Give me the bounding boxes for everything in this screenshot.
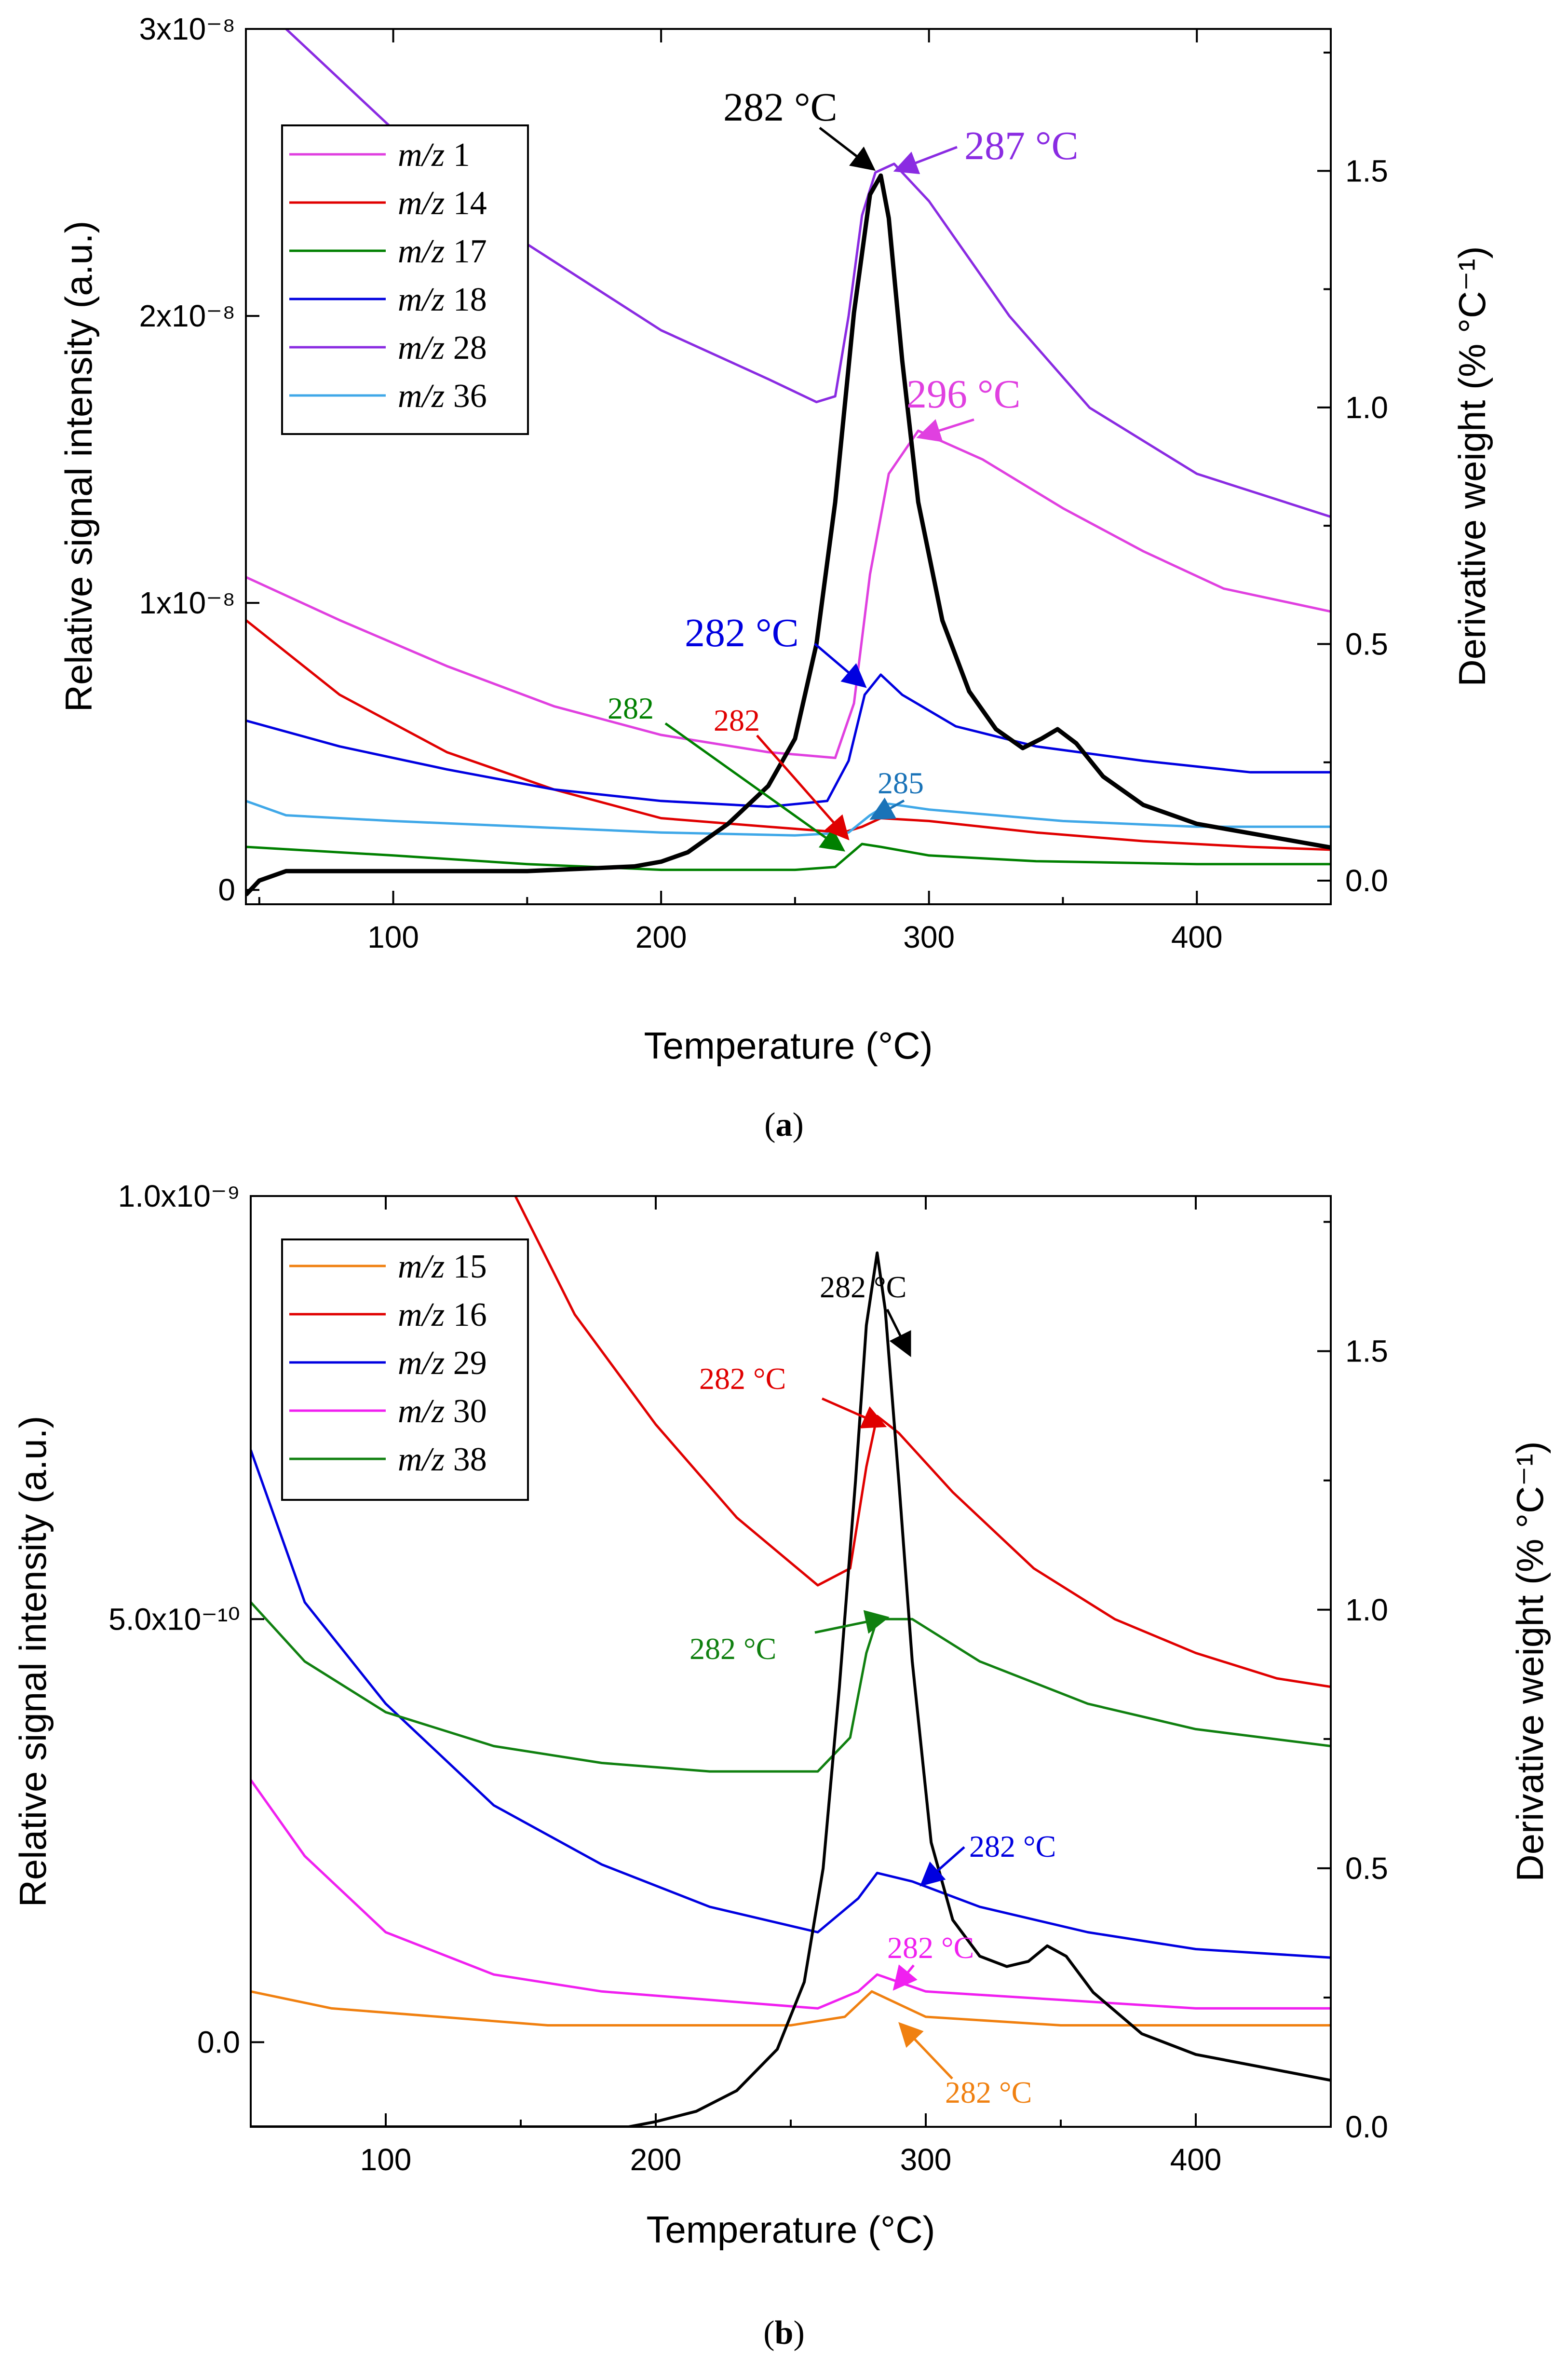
panel-a-series-mz-18-line xyxy=(246,673,1331,808)
panel-b-annotations: 282 °C 282 °C 282 °C 282 °C 282 °C 282 °… xyxy=(689,1270,1056,2109)
panel-b-series-mz-38-line xyxy=(251,1601,1331,1773)
panel-a-annotation-red: 282 xyxy=(714,703,760,737)
panel-a-caption: (a) xyxy=(764,1106,804,1143)
panel-b-legend-label-mz-15: m/z 15 xyxy=(398,1248,487,1285)
panel-a-legend-label-mz-17: m/z 17 xyxy=(398,233,487,270)
panel-b-x-tick-label: 200 xyxy=(630,2142,682,2177)
panel-a-y2-tick-label: 0.5 xyxy=(1345,626,1388,661)
panel-a-legend-box xyxy=(281,124,529,435)
panel-a-chart: 100 200 300 400 0 1x10⁻⁸ 2x10⁻⁸ 3x10⁻⁸ 0.0 0.5 1.0… xyxy=(57,12,1493,1143)
panel-a-y-tick-label: 3x10⁻⁸ xyxy=(139,12,235,46)
panel-a-annotations: 282 °C 287 °C 296 °C 282 °C 282 282 285 xyxy=(608,85,1079,852)
panel-a-legend: m/z 1 m/z 14 m/z 17 m/z 18 m/z 28 m/z 36 xyxy=(281,124,529,435)
panel-b-y-axis-label: Relative signal intensity (a.u.) xyxy=(12,1416,54,1907)
panel-a-annotation-black: 282 °C xyxy=(723,85,838,130)
panel-b-arrow-green xyxy=(814,1610,890,1634)
panel-a-arrow-green xyxy=(664,722,846,852)
panel-b-arrow-blue xyxy=(919,1846,965,1887)
panel-b-legend-label-mz-30: m/z 30 xyxy=(398,1393,487,1430)
panel-a-plot-frame xyxy=(245,28,1332,905)
panel-a-y2-tick-label: 1.5 xyxy=(1345,153,1388,188)
panel-b-arrow-red xyxy=(821,1397,887,1428)
panel-a-y-axis-label: Relative signal intensity (a.u.) xyxy=(57,221,100,712)
panel-b-annotation-red: 282 °C xyxy=(699,1361,786,1396)
panel-a-x-tick-label: 100 xyxy=(367,920,419,954)
panel-b-chart: 100 200 300 400 0.0 5.0x10⁻¹⁰ 1.0x10⁻⁹ 0.0 0.5 1.… xyxy=(12,1179,1551,2352)
panel-a-annotation-magenta: 296 °C xyxy=(906,372,1021,417)
panel-a-y2-axis-label: Derivative weight (% °C⁻¹) xyxy=(1451,246,1493,686)
panel-a-y-tick-label: 2x10⁻⁸ xyxy=(139,299,235,333)
panel-b-series-mz-30-line xyxy=(251,1779,1331,2010)
panel-b-annotation-blue: 282 °C xyxy=(969,1829,1056,1864)
panel-a-arrow-black xyxy=(819,127,876,171)
panel-a-annotation-green: 282 xyxy=(608,691,654,725)
panel-a-legend-label-mz-28: m/z 28 xyxy=(398,329,487,367)
panel-b-y-tick-label: 5.0x10⁻¹⁰ xyxy=(108,1602,240,1636)
panel-b-y2-axis-label: Derivative weight (% °C⁻¹) xyxy=(1509,1441,1551,1881)
panel-b-y2-tick-label: 1.0 xyxy=(1345,1592,1388,1627)
panel-b-arrow-black xyxy=(886,1308,911,1357)
panel-a-series-derivative-weight-line xyxy=(246,173,1331,897)
panel-b-series-mz-29-line xyxy=(251,1449,1331,1959)
panel-b-annotation-orange: 282 °C xyxy=(945,2075,1032,2109)
panel-a-arrow-cyan xyxy=(869,797,905,820)
panel-a-caption-letter: a xyxy=(776,1106,793,1143)
panel-a-y2-tick-label: 0.0 xyxy=(1345,863,1388,898)
panel-a-arrow-blue xyxy=(814,643,867,688)
panel-a-x-axis-label: Temperature (°C) xyxy=(644,1024,933,1067)
panel-b-x-axis-label: Temperature (°C) xyxy=(646,2208,935,2251)
panel-a-legend-label-mz-1: m/z 1 xyxy=(398,136,470,174)
panel-b-x-tick-label: 300 xyxy=(900,2142,952,2177)
panel-a-arrow-violet xyxy=(893,146,958,175)
panel-b-y-tick-label: 0.0 xyxy=(197,2025,240,2060)
panel-b-legend: m/z 15 m/z 16 m/z 29 m/z 30 m/z 38 xyxy=(281,1238,529,1501)
panel-b-y2-tick-label: 0.5 xyxy=(1345,1851,1388,1886)
panel-a-annotation-cyan: 285 xyxy=(878,766,924,800)
panel-b-x-tick-label: 100 xyxy=(360,2142,412,2177)
panel-a-arrow-red xyxy=(756,735,850,841)
panel-a-annotation-blue: 282 °C xyxy=(685,611,799,655)
panel-b-annotation-black: 282 °C xyxy=(820,1270,906,1304)
panel-b-y2-tick-label: 1.5 xyxy=(1345,1334,1388,1369)
panel-b-legend-box xyxy=(281,1238,529,1501)
panel-a-ticks: 100 200 300 400 0 1x10⁻⁸ 2x10⁻⁸ 3x10⁻⁸ 0.0 0.5 1.0… xyxy=(139,12,1388,954)
panel-b-arrow-orange xyxy=(898,2022,953,2080)
panel-b-y2-tick-label: 0.0 xyxy=(1345,2109,1388,2144)
panel-a-series-mz-28-line xyxy=(285,29,1331,518)
panel-a-y-tick-label: 1x10⁻⁸ xyxy=(139,585,235,620)
panel-b-annotation-green: 282 °C xyxy=(689,1632,776,1666)
panel-a-x-tick-label: 300 xyxy=(903,920,955,954)
panel-a-legend-label-mz-18: m/z 18 xyxy=(398,281,487,318)
panel-a-series-mz-36-line xyxy=(246,800,1331,837)
panel-b-caption-letter: b xyxy=(775,2314,794,2352)
panel-b-legend-label-mz-38: m/z 38 xyxy=(398,1441,487,1478)
panel-a-series-mz-1-line xyxy=(246,429,1331,759)
panel-a-series-mz-17-line xyxy=(246,843,1331,871)
panel-b-annotation-magenta: 282 °C xyxy=(887,1931,974,1965)
panel-a-y-tick-label: 0 xyxy=(218,872,235,907)
panel-a-legend-label-mz-14: m/z 14 xyxy=(398,185,487,222)
panel-a-y2-tick-label: 1.0 xyxy=(1345,390,1388,425)
panel-b-y-tick-label: 1.0x10⁻⁹ xyxy=(118,1179,240,1213)
panel-b-series-mz-15-line xyxy=(251,1990,1331,2027)
panel-b-legend-label-mz-29: m/z 29 xyxy=(398,1345,487,1382)
panel-b-arrow-magenta xyxy=(892,1964,918,1991)
panel-a-annotation-violet: 287 °C xyxy=(964,123,1079,168)
panel-b-x-tick-label: 400 xyxy=(1170,2142,1222,2177)
panel-a-x-tick-label: 400 xyxy=(1171,920,1223,954)
panel-a-legend-label-mz-36: m/z 36 xyxy=(398,378,487,415)
panel-b-series-derivative-weight-line xyxy=(251,1251,1331,2127)
panel-b-caption: (b) xyxy=(763,2314,805,2352)
panel-b-series-group xyxy=(251,1196,1331,2127)
panel-a-x-tick-label: 200 xyxy=(635,920,687,954)
panel-b-ticks: 100 200 300 400 0.0 5.0x10⁻¹⁰ 1.0x10⁻⁹ 0.0 0.5 1.… xyxy=(108,1179,1388,2177)
panel-b-legend-label-mz-16: m/z 16 xyxy=(398,1296,487,1333)
panel-a-arrow-magenta xyxy=(916,418,974,442)
panel-b-series-mz-16-line xyxy=(514,1196,1331,1688)
